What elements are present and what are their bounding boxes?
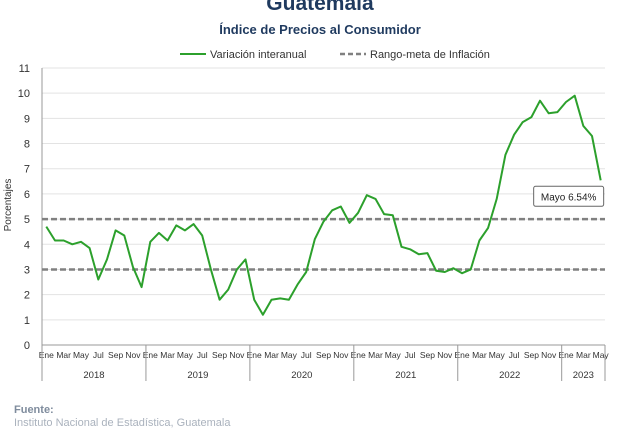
y-tick-label: 4	[24, 239, 30, 251]
year-label: 2018	[83, 370, 104, 381]
y-tick-label: 2	[24, 290, 30, 302]
x-tick-label: Mar	[264, 350, 279, 360]
year-label: 2023	[573, 370, 594, 381]
x-tick-label: Mar	[160, 350, 175, 360]
x-tick-label: Jul	[301, 350, 312, 360]
x-tick-label: Ene	[247, 350, 262, 360]
x-tick-label: Sep	[212, 350, 227, 360]
annotation-box	[533, 185, 605, 207]
year-label: 2019	[187, 370, 208, 381]
x-tick-label: Ene	[455, 350, 470, 360]
x-tick-label: Nov	[541, 350, 557, 360]
x-tick-label: May	[385, 350, 402, 360]
x-tick-label: Mar	[368, 350, 383, 360]
legend-label-target: Rango-meta de Inflación	[370, 49, 490, 61]
x-tick-label: Ene	[143, 350, 158, 360]
page-subtitle: Índice de Precios al Consumidor	[219, 22, 421, 37]
x-tick-label: Jul	[93, 350, 104, 360]
x-tick-label: Mar	[576, 350, 591, 360]
x-tick-label: Sep	[108, 350, 123, 360]
x-tick-label: Nov	[125, 350, 141, 360]
x-tick-label: Nov	[333, 350, 349, 360]
y-tick-label: 8	[24, 139, 30, 151]
y-tick-label: 7	[24, 164, 30, 176]
y-tick-label: 0	[24, 340, 30, 352]
x-tick-label: May	[73, 350, 90, 360]
x-tick-label: Mar	[56, 350, 71, 360]
page-title: Guatemala	[266, 0, 374, 15]
chart-legend: Variación interanual Rango-meta de Inflac…	[180, 49, 490, 61]
y-tick-label: 3	[24, 264, 30, 276]
y-tick-label: 5	[24, 214, 30, 226]
legend-label-series: Variación interanual	[210, 49, 306, 61]
annotation-text: Mayo 6.54%	[541, 192, 597, 203]
x-tick-label: Jul	[405, 350, 416, 360]
y-tick-label: 11	[19, 63, 30, 75]
y-tick-label: 10	[18, 88, 30, 100]
x-tick-label: Mar	[472, 350, 487, 360]
y-tick-label: 6	[24, 189, 30, 201]
year-label: 2020	[291, 370, 312, 381]
x-tick-label: Sep	[316, 350, 331, 360]
year-label: 2022	[499, 370, 520, 381]
x-tick-label: May	[281, 350, 298, 360]
source-text: Instituto Nacional de Estadística, Guate…	[14, 417, 231, 429]
x-tick-label: May	[177, 350, 194, 360]
y-axis: 0 1 2 3 4 5 6 7 8 9 10 11	[18, 63, 43, 352]
target-range-lines	[42, 217, 605, 271]
y-tick-label: 1	[24, 315, 30, 327]
inflation-line-chart: Variación interanual Rango-meta de Inflac…	[3, 49, 610, 381]
x-tick-label: Jul	[509, 350, 520, 360]
series-line	[45, 94, 602, 316]
x-tick-label: Ene	[351, 350, 366, 360]
series-line-group	[45, 94, 602, 316]
x-tick-label: Sep	[524, 350, 539, 360]
source-label: Fuente:	[14, 404, 54, 416]
x-tick-label: May	[489, 350, 506, 360]
x-axis: Ene Mar May Jul Sep Nov Ene Mar May Jul Sep Nov Ene M…	[39, 344, 610, 381]
chart-grid	[42, 67, 605, 346]
year-label: 2021	[395, 370, 416, 381]
x-tick-label: Jul	[197, 350, 208, 360]
x-tick-label: Ene	[39, 350, 54, 360]
y-tick-label: 9	[24, 113, 30, 125]
x-tick-label: May	[593, 350, 610, 360]
x-tick-label: Sep	[420, 350, 435, 360]
x-tick-label: Ene	[558, 350, 573, 360]
y-axis-label: Porcentajes	[3, 179, 14, 232]
x-tick-label: Nov	[437, 350, 453, 360]
latest-value-annotation: Mayo 6.54%	[533, 185, 605, 207]
x-tick-label: Nov	[229, 350, 245, 360]
